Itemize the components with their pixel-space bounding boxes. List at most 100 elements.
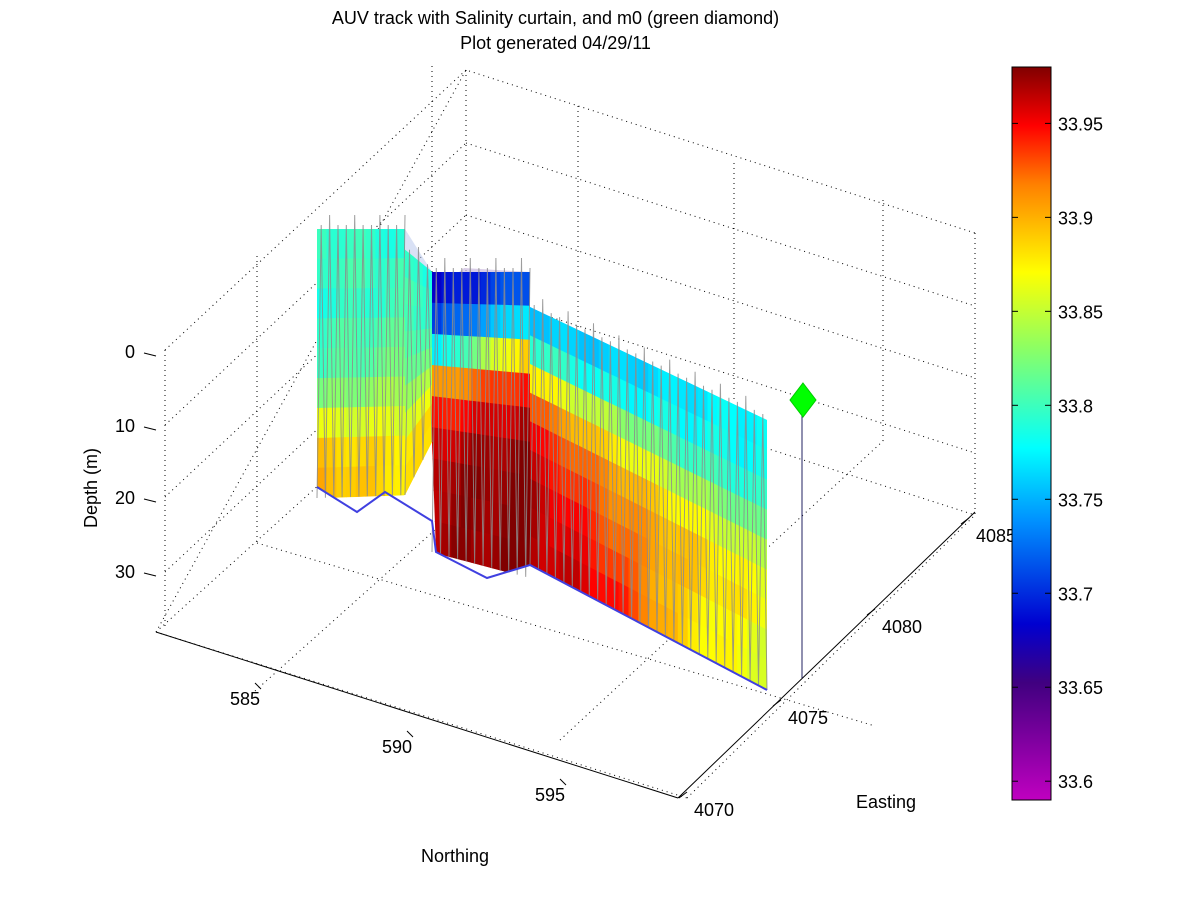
curtain-cell [413, 305, 424, 332]
curtain-cell [717, 396, 728, 432]
chart-title: AUV track with Salinity curtain, and m0 … [331, 8, 780, 28]
curtain-cell [608, 460, 620, 496]
curtain-cell [727, 549, 738, 586]
easting-tick-4070-label: 4070 [694, 800, 734, 820]
depth-tick-30-label: 30 [115, 562, 135, 582]
curtain-cell [658, 367, 669, 403]
colorbar-tick-label: 33.65 [1058, 678, 1103, 698]
northing-tick-590-label: 590 [382, 737, 412, 757]
curtain-cell [559, 464, 570, 500]
m0-green-diamond [789, 382, 817, 418]
curtain-cell [422, 384, 432, 418]
northing-tick-595-mark [559, 778, 567, 786]
curtain-cell [441, 272, 452, 305]
depth-tick-0-mark [143, 352, 157, 357]
curtain-cell [707, 480, 718, 516]
curtain-cell [355, 466, 367, 498]
curtain-cell [345, 377, 357, 409]
curtain-cell [618, 465, 630, 501]
colorbar-tick-label: 33.7 [1058, 584, 1093, 604]
curtain-cell [598, 339, 610, 375]
curtain-cell [569, 325, 580, 360]
curtain-cell [432, 364, 443, 398]
curtain-cell [441, 522, 452, 558]
northing-tick-585-mark [254, 682, 262, 690]
colorbar-tick-label: 33.8 [1058, 396, 1093, 416]
curtain-bottom-edge [316, 486, 768, 691]
curtain-cell [394, 229, 405, 259]
depth-axis-label: Depth (m) [81, 448, 101, 528]
curtain-cell [658, 573, 669, 609]
curtain-cell [500, 470, 511, 507]
curtain-cell [648, 451, 659, 487]
curtain-cell [618, 494, 630, 530]
curtain-cell [519, 305, 530, 341]
curtain-cell [756, 504, 767, 541]
curtain-cell [385, 229, 396, 259]
axis-ticks: 0 10 20 30 585 590 595 4070 4075 4080 4085 [115, 342, 1016, 820]
curtain-cell [470, 529, 482, 566]
easting-tick-4080-mark [866, 608, 876, 616]
depth-tick-10-mark [143, 426, 157, 431]
profile-trace [404, 246, 433, 496]
curtain-cell [549, 459, 560, 495]
curtain-cell [510, 272, 521, 307]
curtain-cell [405, 276, 415, 307]
curtain-cell [490, 370, 501, 405]
curtain-cell [405, 304, 415, 333]
easting-tick-4080-label: 4080 [882, 617, 922, 637]
easting-axis-line [677, 511, 976, 799]
curtain-cells [317, 229, 767, 690]
curtain-cell [638, 446, 649, 482]
curtain-cell [510, 505, 521, 543]
colorbar-ticks: 33.95 33.9 33.85 33.8 33.75 33.7 33.65 33.6 [1012, 114, 1103, 792]
depth-tick-10-label: 10 [115, 416, 135, 436]
curtain-cell [519, 272, 530, 307]
easting-tick-4085-label: 4085 [976, 526, 1016, 546]
curtain-cell [737, 435, 748, 471]
easting-tick-4070-mark [678, 791, 688, 799]
curtain-cell [677, 524, 689, 561]
curtain-cell [326, 229, 337, 260]
northing-tick-585-label: 585 [230, 689, 260, 709]
curtain-cell [579, 416, 590, 452]
curtain-cell [608, 489, 620, 525]
curtain-cell [530, 392, 541, 428]
easting-axis-label: Easting [856, 792, 916, 812]
colorbar-tick-label: 33.6 [1058, 772, 1093, 792]
curtain-cell [422, 307, 432, 331]
curtain-cell [628, 353, 639, 389]
easting-tick-4085-mark [960, 517, 970, 525]
curtain-cell [317, 318, 328, 349]
colorbar-tick-label: 33.75 [1058, 490, 1103, 510]
northing-tick-595-label: 595 [535, 785, 565, 805]
axis-lines [155, 511, 976, 799]
curtain-segment [317, 229, 405, 499]
curtain-cell [737, 554, 748, 591]
depth-tick-20-mark [143, 498, 157, 503]
easting-tick-4075-label: 4075 [788, 708, 828, 728]
curtain-cell [727, 430, 738, 466]
curtain-cell [588, 421, 600, 457]
colorbar-tick-label: 33.85 [1058, 302, 1103, 322]
curtain-cell [385, 465, 396, 497]
curtain-cell [746, 410, 758, 446]
curtain-cell [336, 377, 347, 409]
curtain-cell [667, 519, 679, 556]
curtain-cell [365, 317, 377, 349]
curtain-cell [559, 436, 570, 471]
curtain-cell [355, 436, 367, 468]
curtain-cell [461, 399, 472, 434]
curtain-cell [490, 403, 501, 439]
curtain-cell [687, 381, 699, 418]
curtain-cell [413, 329, 424, 356]
curtain-cell [461, 431, 472, 466]
curtain-cell [519, 406, 530, 443]
curtain-cell [405, 330, 415, 360]
curtain-cell [539, 311, 551, 346]
curtain-cell [500, 272, 511, 306]
depth-tick-0-label: 0 [125, 342, 135, 362]
curtain-cell [451, 525, 462, 561]
profile-trace [431, 257, 531, 577]
